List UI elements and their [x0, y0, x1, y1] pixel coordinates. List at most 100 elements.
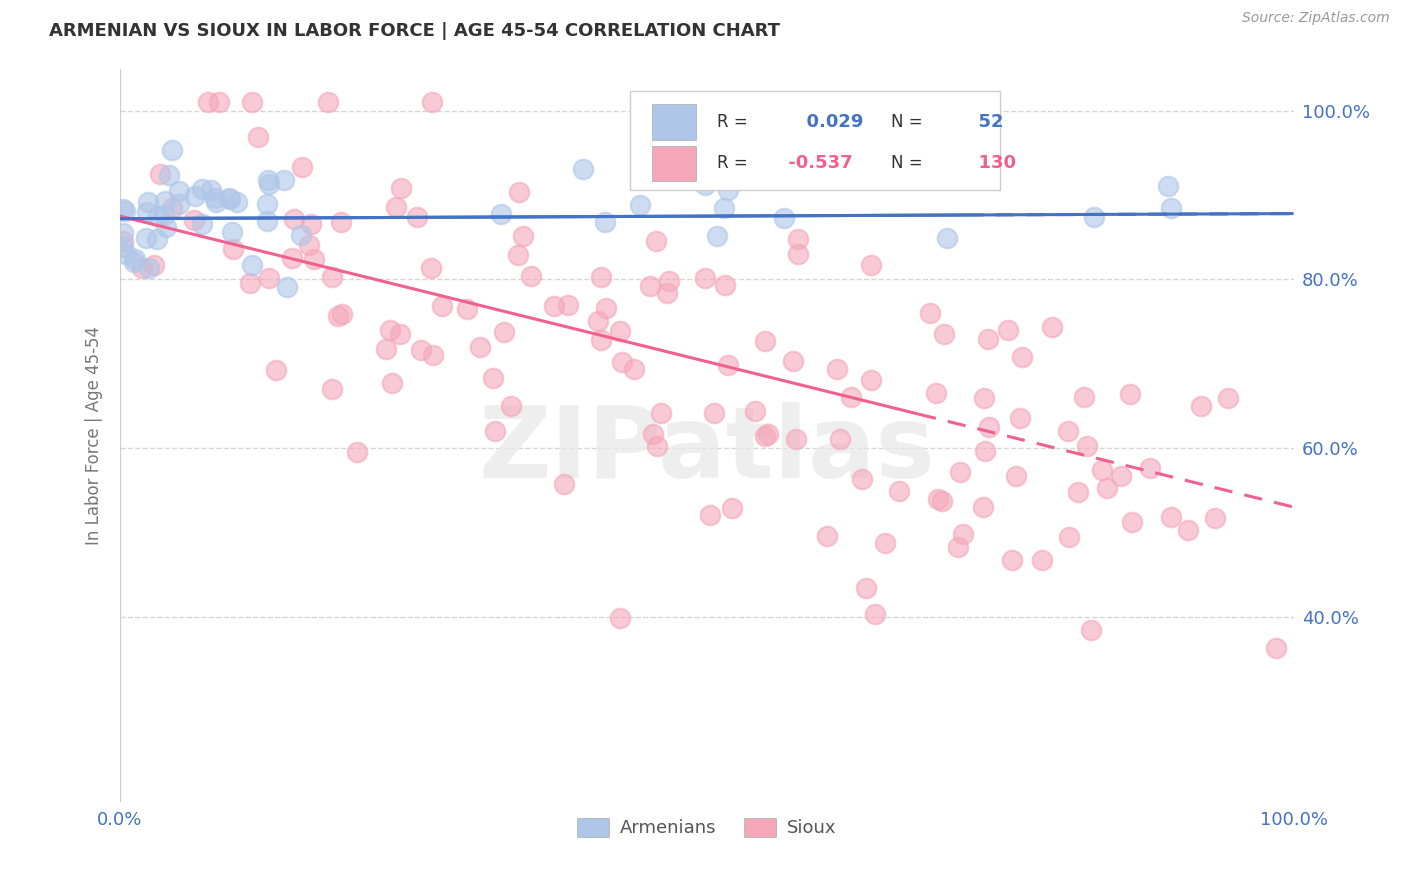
- Point: [1076, 439, 1098, 453]
- Point: [593, 215, 616, 229]
- Point: [644, 234, 666, 248]
- Text: 0.029: 0.029: [793, 113, 863, 131]
- Point: [1056, 424, 1078, 438]
- Point: [863, 607, 886, 621]
- Point: [839, 390, 862, 404]
- Point: [588, 314, 610, 328]
- Point: [470, 340, 492, 354]
- Point: [114, 204, 136, 219]
- Point: [388, 326, 411, 341]
- Point: [623, 361, 645, 376]
- Point: [1139, 461, 1161, 475]
- Point: [145, 232, 167, 246]
- Point: [422, 348, 444, 362]
- Point: [612, 354, 634, 368]
- Point: [785, 432, 807, 446]
- Point: [814, 162, 837, 177]
- Point: [208, 95, 231, 110]
- Point: [787, 247, 810, 261]
- Point: [149, 167, 172, 181]
- Point: [851, 472, 873, 486]
- Point: [153, 194, 176, 209]
- Point: [946, 540, 969, 554]
- Point: [256, 197, 278, 211]
- Point: [572, 162, 595, 177]
- FancyBboxPatch shape: [651, 145, 696, 181]
- Point: [931, 494, 953, 508]
- Point: [160, 143, 183, 157]
- Point: [430, 299, 453, 313]
- Point: [375, 343, 398, 357]
- Point: [1216, 391, 1239, 405]
- Point: [138, 260, 160, 275]
- Point: [693, 178, 716, 193]
- Point: [1031, 552, 1053, 566]
- Point: [825, 362, 848, 376]
- Point: [721, 501, 744, 516]
- Point: [1073, 390, 1095, 404]
- Point: [111, 239, 134, 253]
- Point: [927, 492, 949, 507]
- Point: [489, 207, 512, 221]
- Point: [1177, 523, 1199, 537]
- Point: [744, 404, 766, 418]
- Point: [1080, 623, 1102, 637]
- Point: [1067, 484, 1090, 499]
- Point: [162, 201, 184, 215]
- Y-axis label: In Labor Force | Age 45-54: In Labor Force | Age 45-54: [86, 326, 103, 545]
- Point: [553, 476, 575, 491]
- Point: [112, 226, 135, 240]
- Point: [645, 439, 668, 453]
- Point: [1189, 399, 1212, 413]
- Point: [157, 168, 180, 182]
- Point: [628, 198, 651, 212]
- Point: [330, 215, 353, 229]
- Point: [693, 271, 716, 285]
- Point: [875, 535, 897, 549]
- Point: [385, 200, 408, 214]
- Text: Source: ZipAtlas.com: Source: ZipAtlas.com: [1241, 11, 1389, 25]
- Point: [974, 444, 997, 458]
- Point: [754, 429, 776, 443]
- Text: 52: 52: [966, 113, 1004, 131]
- Point: [155, 219, 177, 234]
- Point: [706, 228, 728, 243]
- Point: [111, 234, 134, 248]
- Point: [256, 173, 278, 187]
- Point: [409, 343, 432, 357]
- Point: [1111, 469, 1133, 483]
- Point: [112, 202, 135, 217]
- Point: [264, 363, 287, 377]
- Point: [321, 269, 343, 284]
- Text: ZIPatlas: ZIPatlas: [478, 401, 935, 499]
- Point: [124, 254, 146, 268]
- Point: [135, 231, 157, 245]
- Point: [815, 528, 838, 542]
- Point: [148, 209, 170, 223]
- Point: [699, 508, 721, 523]
- Point: [1264, 640, 1286, 655]
- Point: [494, 326, 516, 340]
- Point: [887, 483, 910, 498]
- Point: [1095, 481, 1118, 495]
- Point: [506, 248, 529, 262]
- Point: [1160, 510, 1182, 524]
- Point: [419, 261, 441, 276]
- Point: [420, 95, 443, 110]
- Point: [169, 184, 191, 198]
- Point: [259, 178, 281, 192]
- Point: [924, 386, 946, 401]
- Point: [638, 279, 661, 293]
- Point: [190, 182, 212, 196]
- Point: [481, 370, 503, 384]
- Point: [973, 391, 995, 405]
- Point: [321, 382, 343, 396]
- Point: [153, 207, 176, 221]
- Point: [330, 307, 353, 321]
- Point: [591, 333, 613, 347]
- Text: 130: 130: [966, 154, 1017, 172]
- Point: [1091, 463, 1114, 477]
- Point: [860, 373, 883, 387]
- Point: [405, 210, 427, 224]
- Point: [190, 217, 212, 231]
